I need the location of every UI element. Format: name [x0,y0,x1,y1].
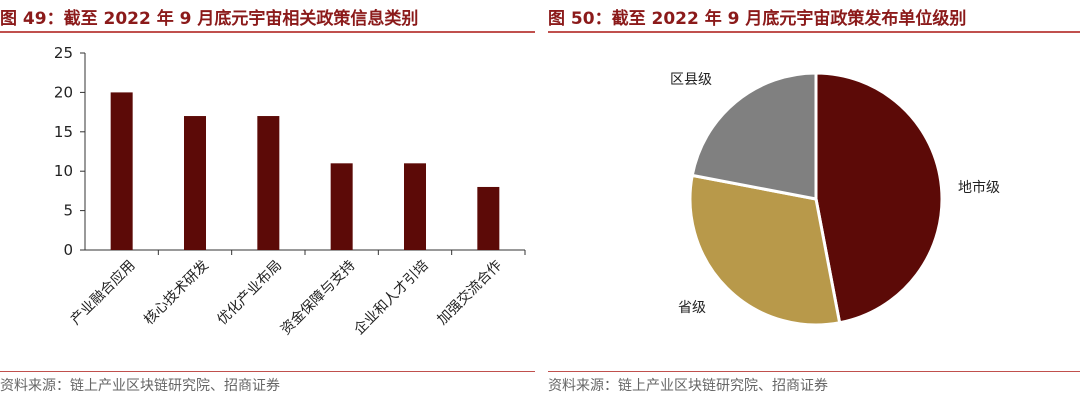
slice-label: 区县级 [670,72,712,88]
title-rule [548,31,1080,33]
x-tick-label: 企业和人才引培 [351,257,432,338]
bar [477,186,500,250]
figure-50-source: 资料来源：链上产业区块链研究院、招商证券 [548,378,828,394]
x-tick-label: 加强交流合作 [434,257,505,328]
x-tick-label: 优化产业布局 [214,258,285,329]
slice-label: 省级 [678,300,706,316]
y-tick-label: 0 [63,241,73,259]
x-tick-label: 核心技术研发 [141,258,212,329]
y-tick-label: 15 [54,123,73,141]
bar [404,163,426,250]
figure-50-title: 图 50：截至 2022 年 9 月底元宇宙政策发布单位级别 [548,9,967,29]
y-tick-label: 10 [54,162,73,180]
y-tick-label: 25 [54,44,73,62]
pie-slice [690,71,818,201]
y-tick-label: 5 [63,202,73,220]
title-rule [0,31,535,33]
x-tick-label: 资金保障与支持 [278,258,359,339]
bar [330,163,353,250]
bar [110,92,133,251]
bar-chart: 0 5 10 15 20 25 产业融合应用 核心技术研发 优化产业布局资金保障与支持企业和人才… [54,44,526,339]
pie-slice [688,173,842,327]
source-rule [548,371,1080,372]
source-rule [0,371,535,372]
figure-49-title: 图 49：截至 2022 年 9 月底元宇宙相关政策信息类别 [0,9,419,29]
figure-49-panel: 图 49：截至 2022 年 9 月底元宇宙相关政策信息类别 0 5 10 15 20 2… [0,0,535,403]
x-tick-label: 产业融合应用 [67,257,138,328]
y-tick-label: 20 [54,83,73,101]
bar [184,116,206,250]
slice-label: 地市级 [958,179,1000,196]
figure-49-source: 资料来源：链上产业区块链研究院、招商证券 [0,378,280,394]
figure-50-panel: 图 50：截至 2022 年 9 月底元宇宙政策发布单位级别 地市级 省级 区县级 … [548,0,1080,403]
pie-slice [814,71,944,325]
bar [257,116,280,250]
